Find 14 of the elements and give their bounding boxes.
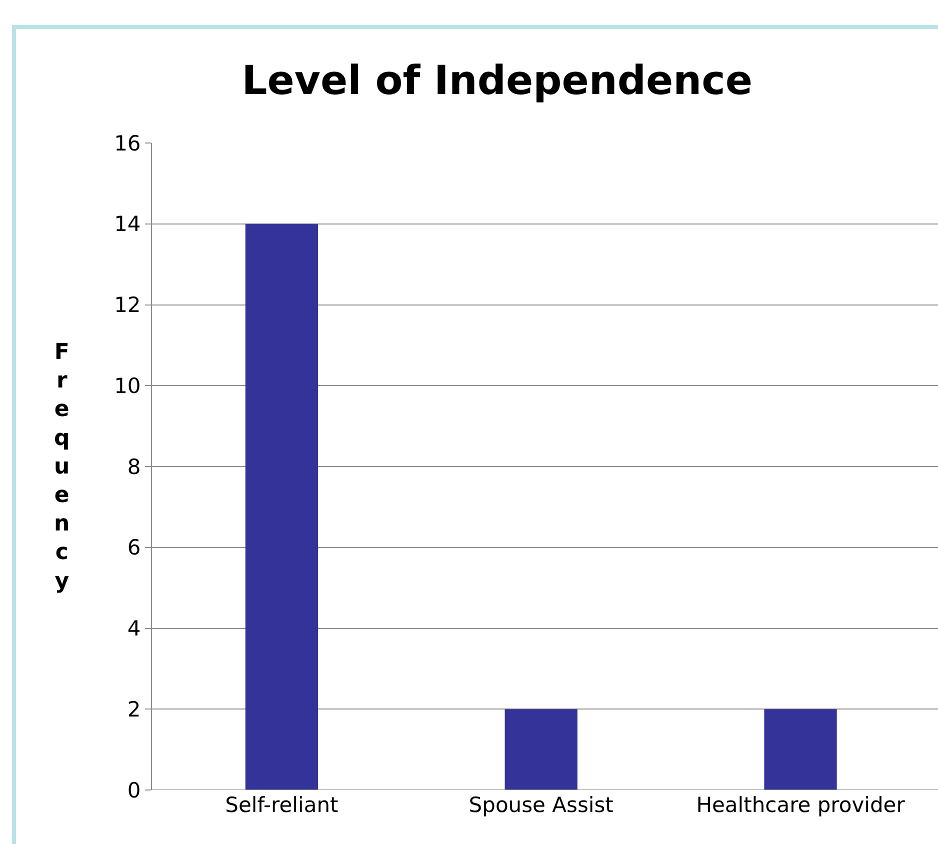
chart-title: Level of Independence	[242, 58, 752, 104]
x-tick-label: Spouse Assist	[468, 793, 614, 817]
y-tick-label: 4	[127, 616, 141, 641]
y-tick-label: 8	[127, 454, 141, 479]
text: Frequency	[54, 340, 70, 594]
y-tick-label: 14	[114, 212, 141, 236]
y-tick-label: 0	[127, 778, 141, 802]
y-tick-label: 12	[114, 293, 141, 318]
x-tick-label: Self-reliant	[225, 793, 338, 817]
y-tick-label: 6	[127, 536, 141, 560]
y-tick-label: 10	[114, 374, 141, 398]
y-tick-label: 2	[127, 697, 141, 722]
y-tick-label: 16	[114, 131, 141, 156]
x-tick-label: Healthcare provider	[696, 793, 906, 817]
